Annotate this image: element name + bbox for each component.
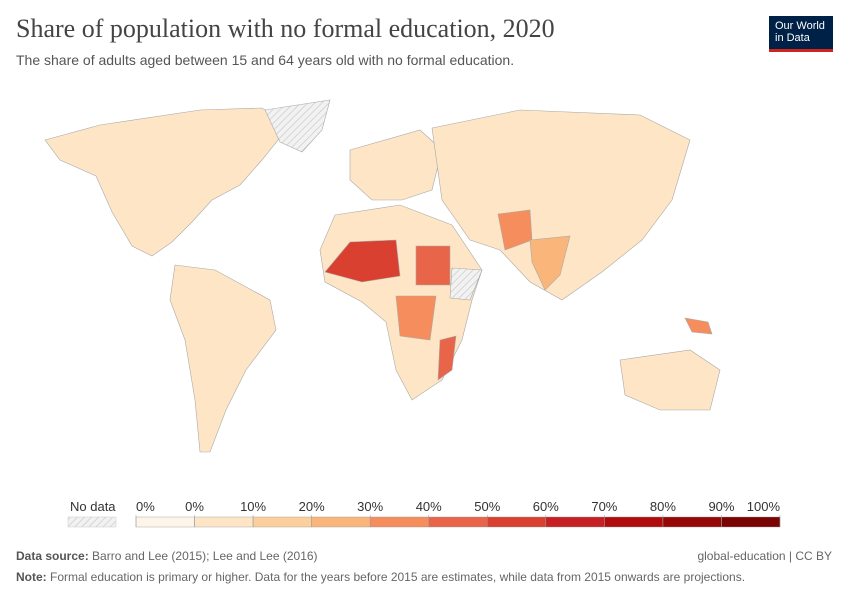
legend-tick-label: 70% [591,499,617,514]
legend-tick-label: 80% [650,499,676,514]
legend-swatch [252,516,312,528]
legend-tick-label: 50% [474,499,500,514]
central-africa [395,295,437,341]
mozambique [437,335,457,381]
legend-swatch [194,516,254,528]
logo-line: Our World [775,20,825,32]
legend-tick-label: 0% [185,499,204,514]
legend-tick-label: 60% [533,499,559,514]
india [529,235,571,291]
europe [349,129,443,201]
source-text: Barro and Lee (2015); Lee and Lee (2016) [92,549,318,563]
source: Data source: Barro and Lee (2015); Lee a… [16,549,318,563]
legend-swatch [721,516,781,528]
legend-swatch [604,516,664,528]
legend-tick-label: 0% [136,499,155,514]
north-america [44,107,291,257]
papua-new-guinea [684,317,713,335]
logo[interactable]: Our World in Data [769,16,833,52]
legend-tick-label: 40% [416,499,442,514]
legend-swatch [487,516,547,528]
no-data-label: No data [70,499,116,514]
legend: No data 0% 0% 10% 20% 30% 40% 50% 60% 70% 80% 90% 1… [67,499,781,528]
legend-swatch [428,516,488,528]
credit[interactable]: global-education | CC BY [697,549,832,563]
australia [619,349,721,411]
title: Share of population with no formal educa… [16,14,555,43]
subtitle: The share of adults aged between 15 and … [16,52,515,68]
south-america [169,264,277,453]
note: Note: Formal education is primary or hig… [16,570,745,584]
legend-swatch [135,516,195,528]
legend-swatch [369,516,429,528]
note-label: Note: [16,570,47,584]
legend-tick-label: 100% [747,499,781,514]
asia [431,109,691,301]
land [44,99,721,453]
no-data-swatch [67,516,117,528]
legend-swatch [662,516,722,528]
legend-swatch [545,516,605,528]
legend-tick-label: 90% [708,499,734,514]
greenland [264,99,331,153]
horn [449,267,483,301]
legend-tick-label: 30% [357,499,383,514]
sahel [324,239,401,283]
legend-tick-label: 20% [299,499,325,514]
logo-line: in Data [775,32,810,44]
map: No data 0% 0% 10% 20% 30% 40% 50% 60% 70% 80% 90% 1… [44,99,781,528]
sudan [415,245,451,286]
legend-swatch [311,516,371,528]
legend-tick-label: 10% [240,499,266,514]
note-text: Formal education is primary or higher. D… [50,570,746,584]
source-label: Data source: [16,549,89,563]
